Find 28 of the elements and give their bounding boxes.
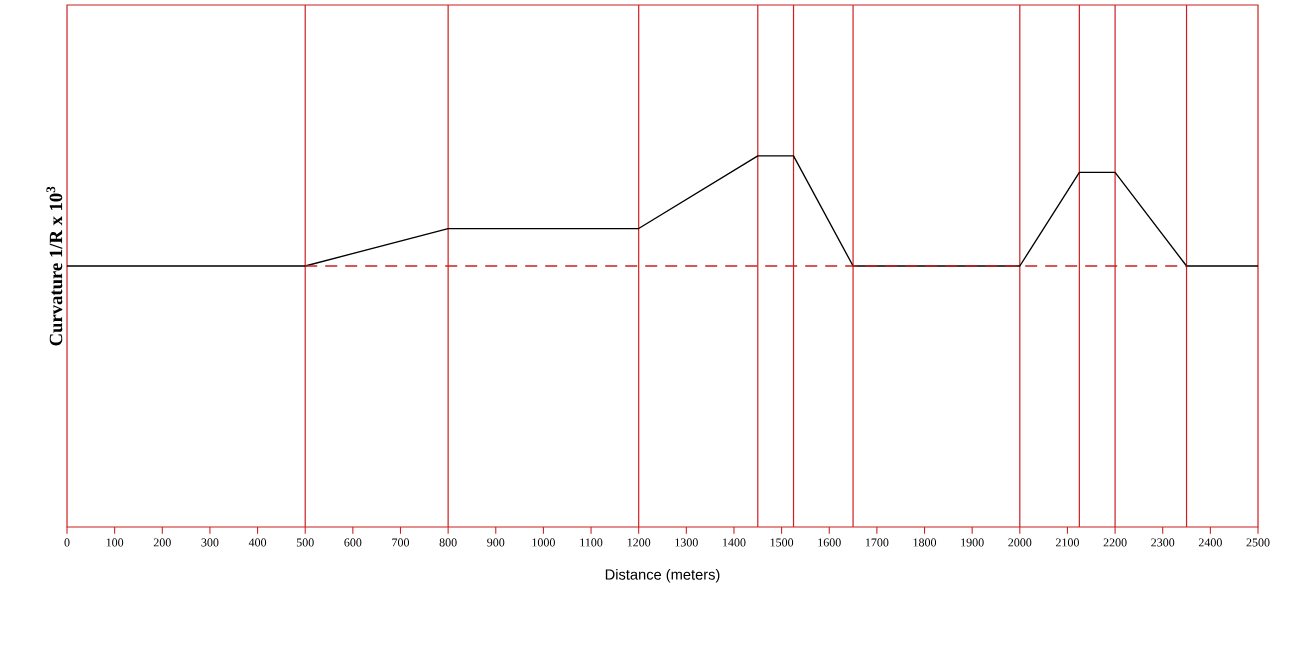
y-axis-title: Curvature 1/R x 10$^{3}$ (46, 186, 63, 346)
x-tick-label: 1400 (723, 538, 746, 547)
x-tick-label: 1000 (532, 538, 555, 547)
x-axis-title: Distance (meters) (605, 568, 720, 583)
x-tick-label: 300 (201, 538, 219, 547)
x-tick-label: 2400 (1198, 538, 1222, 547)
x-tick-label: 2200 (1103, 538, 1127, 547)
x-tick-label: 2500 (1246, 538, 1270, 547)
x-tick-label: 700 (392, 538, 410, 547)
x-tick-label: 100 (106, 538, 124, 547)
x-tick-label: 2000 (1008, 538, 1032, 547)
x-tick-label: 1100 (580, 538, 603, 547)
x-tick-label: 500 (296, 538, 314, 547)
x-tick-label: 1200 (627, 538, 651, 547)
x-tick-label: 2300 (1151, 538, 1175, 547)
x-tick-label: 1300 (675, 538, 698, 547)
x-tick-label: 2100 (1055, 538, 1079, 547)
x-tick-label: 400 (248, 538, 267, 547)
x-tick-label: 600 (344, 538, 362, 547)
x-tick-label: 200 (153, 538, 171, 547)
x-tick-label: 1700 (865, 538, 889, 547)
x-tick-label: 900 (487, 538, 505, 547)
x-tick-label: 1800 (913, 538, 937, 547)
x-tick-label: 1900 (961, 538, 984, 547)
x-tick-label: 800 (439, 538, 457, 547)
x-tick-label: 1600 (818, 538, 841, 547)
x-tick-label: 1500 (770, 538, 794, 547)
x-tick-label: 0 (64, 538, 70, 547)
